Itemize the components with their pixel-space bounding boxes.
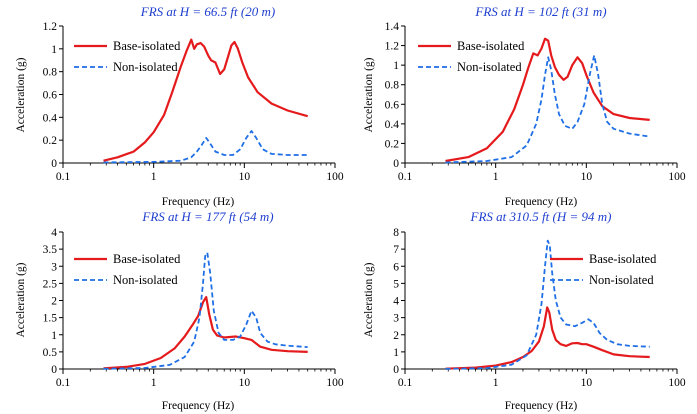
chart-2-y-tick-label: 0.6 xyxy=(385,99,400,111)
chart-2-x-label: Frequency (Hz) xyxy=(505,196,578,208)
chart-4-y-tick-label: 4 xyxy=(393,296,399,308)
chart-2-y-tick-label: 0.4 xyxy=(385,119,400,131)
chart-1-series-non-isolated-line xyxy=(103,130,308,164)
chart-2-series-base-isolated-line xyxy=(445,37,650,163)
chart-2-y-tick-label: 1 xyxy=(393,60,399,72)
chart-1-x-label: Frequency (Hz) xyxy=(162,196,235,208)
chart-1-x-tick-label: 0.1 xyxy=(56,171,71,183)
chart-1-title: FRS at H = 66.5 ft (20 m) xyxy=(140,4,275,19)
chart-2-y-tick-label: 0 xyxy=(393,158,399,170)
chart-4-y-tick-label: 2 xyxy=(393,330,399,342)
chart-4-y-tick-label: 0 xyxy=(393,364,399,376)
chart-1-x-tick-label: 1 xyxy=(151,171,157,183)
chart-3-legend-label-1: Base-isolated xyxy=(113,252,181,266)
chart-3-y-label: Acceleration (g) xyxy=(15,262,27,337)
chart-2-legend-label-1: Base-isolated xyxy=(457,39,525,53)
chart-2-series-non-isolated-line xyxy=(445,54,650,164)
chart-1-y-tick-label: 0 xyxy=(51,158,57,170)
chart-4-legend-label-2: Non-isolated xyxy=(589,273,654,287)
chart-1-y-tick-label: 1.2 xyxy=(43,21,58,33)
chart-3-y-tick-label: 0.5 xyxy=(43,347,58,359)
chart-4-x-tick-label: 0.1 xyxy=(398,377,413,389)
chart-4-y-label: Acceleration (g) xyxy=(363,262,375,337)
chart-1-series-base-isolated-line xyxy=(103,38,309,162)
chart-3-title: FRS at H = 177 ft (54 m) xyxy=(141,209,273,224)
chart-1-y-tick-label: 0.2 xyxy=(43,135,58,147)
chart-4-x-tick-label: 10 xyxy=(581,377,593,389)
chart-3-y-tick-label: 3 xyxy=(51,261,57,273)
chart-1-x-tick-label: 100 xyxy=(326,171,344,183)
chart-3-x-tick-label: 1 xyxy=(151,377,157,389)
chart-2-x-tick-label: 100 xyxy=(668,171,686,183)
chart-1-y-label: Acceleration (g) xyxy=(15,57,27,132)
chart-3-x-label: Frequency (Hz) xyxy=(162,400,235,412)
chart-1-y-tick-label: 0.4 xyxy=(43,112,58,124)
chart-2-y-tick-label: 1.2 xyxy=(385,41,400,53)
chart-4-x-tick-label: 100 xyxy=(668,377,686,389)
chart-3-y-tick-label: 2 xyxy=(51,296,57,308)
chart-3-series-non-isolated-line xyxy=(103,251,308,370)
chart-4-y-tick-label: 8 xyxy=(393,227,399,239)
chart-4-series-base-isolated-line xyxy=(445,306,650,370)
chart-3-y-tick-label: 3.5 xyxy=(43,244,58,256)
chart-4-y-tick-label: 6 xyxy=(393,261,399,273)
chart-4-x-tick-label: 1 xyxy=(493,377,499,389)
chart-4-y-tick-label: 3 xyxy=(393,313,399,325)
chart-1-x-tick-label: 10 xyxy=(239,171,251,183)
chart-2-x-tick-label: 10 xyxy=(581,171,593,183)
chart-4-x-label: Frequency (Hz) xyxy=(505,400,578,412)
chart-2-title: FRS at H = 102 ft (31 m) xyxy=(474,4,606,19)
chart-4-series-non-isolated-line xyxy=(445,239,650,370)
chart-2-y-label: Acceleration (g) xyxy=(363,57,375,132)
chart-3-y-tick-label: 2.5 xyxy=(43,278,58,290)
chart-3-y-tick-label: 1.5 xyxy=(43,313,58,325)
chart-2-y-tick-label: 0.8 xyxy=(385,80,400,92)
chart-4-y-tick-label: 1 xyxy=(393,347,399,359)
chart-4-legend-label-1: Base-isolated xyxy=(589,252,657,266)
chart-1-y-tick-label: 1 xyxy=(51,44,57,56)
chart-3-y-tick-label: 0 xyxy=(51,364,57,376)
chart-2-legend-label-2: Non-isolated xyxy=(457,60,522,74)
chart-3-x-tick-label: 0.1 xyxy=(56,377,71,389)
chart-3-legend-label-2: Non-isolated xyxy=(113,273,178,287)
chart-3-series-base-isolated-line xyxy=(103,296,308,370)
chart-4-title: FRS at 310.5 ft (H = 94 m) xyxy=(470,209,612,224)
chart-4-y-tick-label: 5 xyxy=(393,278,399,290)
chart-2-x-tick-label: 0.1 xyxy=(398,171,413,183)
chart-2-y-tick-label: 0.2 xyxy=(385,138,400,150)
chart-3-x-tick-label: 10 xyxy=(239,377,251,389)
chart-1-y-tick-label: 0.6 xyxy=(43,90,58,102)
chart-2-y-tick-label: 1.4 xyxy=(385,21,400,33)
chart-1-y-tick-label: 0.8 xyxy=(43,67,58,79)
chart-4-y-tick-label: 7 xyxy=(393,244,399,256)
chart-1-legend-label-2: Non-isolated xyxy=(113,60,178,74)
chart-1-legend-label-1: Base-isolated xyxy=(113,39,181,53)
chart-3-y-tick-label: 4 xyxy=(51,227,57,239)
chart-3-y-tick-label: 1 xyxy=(51,330,57,342)
chart-3-x-tick-label: 100 xyxy=(326,377,344,389)
chart-2-x-tick-label: 1 xyxy=(493,171,499,183)
